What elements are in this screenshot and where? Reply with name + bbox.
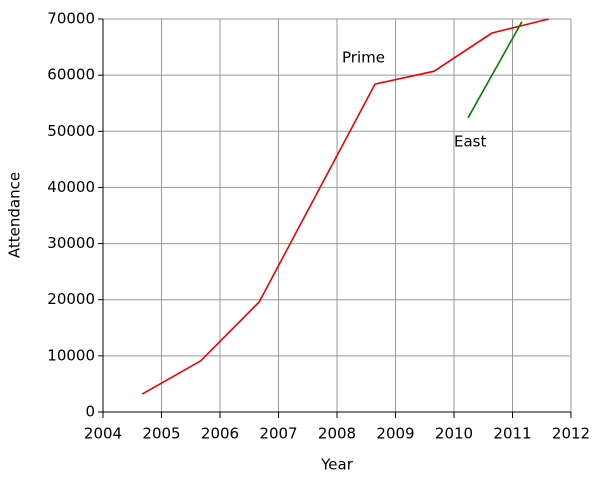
x-tick-label: 2004 bbox=[84, 425, 122, 443]
y-tick-label: 30000 bbox=[47, 234, 95, 252]
series-label: East bbox=[454, 133, 486, 151]
y-tick-label: 70000 bbox=[47, 10, 95, 28]
y-tick-label: 50000 bbox=[47, 122, 95, 140]
y-axis-label: Attendance bbox=[6, 172, 24, 258]
x-tick-label: 2010 bbox=[435, 425, 473, 443]
y-tick-label: 0 bbox=[85, 403, 95, 421]
x-tick-label: 2012 bbox=[552, 425, 590, 443]
line bbox=[141, 18, 549, 395]
x-tick-label: 2011 bbox=[493, 425, 531, 443]
x-tick-label: 2006 bbox=[201, 425, 239, 443]
x-axis-label: Year bbox=[320, 456, 354, 474]
y-tick-label: 60000 bbox=[47, 66, 95, 84]
x-tick-label: 2009 bbox=[376, 425, 414, 443]
x-tick-label: 2005 bbox=[142, 425, 180, 443]
y-tick-label: 10000 bbox=[47, 346, 95, 364]
series-label: Prime bbox=[342, 49, 385, 67]
line bbox=[467, 21, 523, 119]
x-tick-label: 2008 bbox=[318, 425, 356, 443]
y-tick-label: 20000 bbox=[47, 290, 95, 308]
x-tick-label: 2007 bbox=[259, 425, 297, 443]
y-tick-label: 40000 bbox=[47, 178, 95, 196]
